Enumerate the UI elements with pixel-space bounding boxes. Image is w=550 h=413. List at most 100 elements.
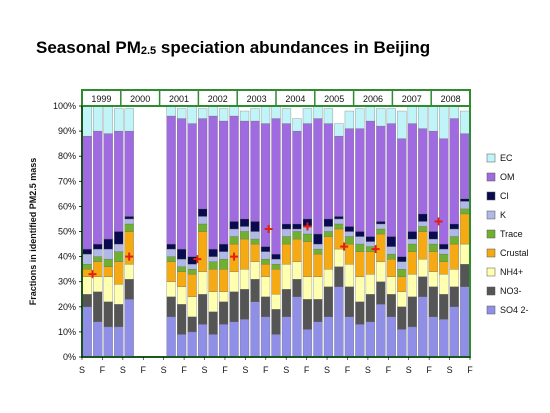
- bar-segment-so42: [177, 334, 187, 358]
- bar-segment-crustal: [439, 261, 449, 275]
- bar-segment-k: [344, 231, 355, 237]
- bar-segment-trace: [386, 253, 396, 260]
- bar-15: [239, 110, 250, 358]
- bar-27: [365, 105, 375, 358]
- bar-segment-trace: [208, 261, 218, 270]
- bar-segment-crustal: [250, 243, 260, 262]
- bar-segment-k: [124, 218, 134, 225]
- bar-segment-om: [313, 118, 323, 235]
- bar-segment-no3: [323, 286, 334, 317]
- bar-segment-so42: [313, 321, 323, 358]
- bar-segment-nh4: [197, 271, 208, 295]
- bar-segment-k: [218, 251, 229, 260]
- mean-marker: [340, 242, 349, 251]
- year-label: 2004: [285, 94, 305, 104]
- bar-segment-cl: [365, 236, 375, 242]
- bar-segment-cl: [197, 208, 208, 217]
- season-tick-label: S: [79, 365, 85, 375]
- bar-segment-ec: [428, 105, 438, 132]
- bar-segment-ec: [103, 105, 113, 134]
- bar-segment-cl: [82, 248, 92, 255]
- bar-21: [302, 108, 313, 358]
- bar-segment-nh4: [386, 276, 396, 295]
- legend-item: OM: [486, 172, 515, 182]
- bar-segment-om: [365, 120, 375, 237]
- bar-segment-om: [187, 123, 197, 257]
- season-tick-label: F: [222, 365, 228, 375]
- bar-segment-ec: [439, 105, 449, 139]
- bar-segment-k: [397, 261, 407, 270]
- bar-segment-nh4: [114, 284, 124, 305]
- y-tick-label: 60%: [58, 201, 76, 211]
- bar-segment-crustal: [313, 253, 323, 277]
- bar-26: [355, 108, 365, 358]
- y-tick-label: 20%: [58, 302, 76, 312]
- bar-segment-trace: [187, 268, 197, 275]
- bar-19: [281, 108, 292, 358]
- legend: EC OM Cl K Trace Crustal NH4+ NO3- SO4 2-: [486, 153, 529, 315]
- bar-segment-ec: [355, 108, 365, 129]
- title-main: Seasonal PM: [36, 38, 141, 57]
- bar-segment-nh4: [428, 271, 438, 287]
- year-label: 2007: [402, 94, 422, 104]
- bar-segment-no3: [177, 304, 187, 335]
- bar-segment-nh4: [344, 263, 355, 287]
- bar-segment-so42: [428, 316, 438, 358]
- bar-segment-so42: [344, 316, 355, 358]
- bar-segment-cl: [103, 238, 113, 250]
- bar-23: [323, 108, 334, 358]
- bar-14: [229, 105, 239, 358]
- legend-item: Crustal: [486, 248, 529, 258]
- bar-segment-nh4: [449, 268, 459, 287]
- bar-segment-so42: [449, 306, 459, 358]
- bar-segment-no3: [428, 286, 438, 317]
- bar-segment-k: [114, 243, 124, 252]
- bar-11: [197, 108, 208, 358]
- bar-segment-trace: [323, 231, 334, 237]
- bar-segment-ec: [302, 108, 313, 124]
- bar-segment-nh4: [260, 276, 271, 297]
- legend-item: EC: [486, 153, 513, 163]
- bar-segment-om: [177, 118, 187, 250]
- bar-segment-so42: [397, 329, 407, 358]
- bar-segment-nh4: [271, 294, 281, 310]
- bar-24: [334, 123, 344, 358]
- bar-segment-ec: [197, 108, 208, 119]
- bar-segment-no3: [449, 286, 459, 307]
- season-tick-label: F: [386, 365, 392, 375]
- bar-segment-crustal: [323, 236, 334, 270]
- bar-segment-k: [197, 216, 208, 225]
- bar-segment-so42: [355, 324, 365, 358]
- bar-segment-no3: [187, 316, 197, 333]
- mean-marker: [230, 252, 239, 261]
- bar-segment-om: [460, 133, 470, 200]
- bar-18: [271, 105, 281, 358]
- bar-segment-cl: [177, 248, 187, 260]
- plot-area: [82, 105, 470, 358]
- bar-segment-cl: [239, 218, 250, 227]
- y-tick-label: 50%: [58, 227, 76, 237]
- bar-segment-nh4: [365, 274, 375, 295]
- mean-marker: [264, 224, 273, 233]
- bar-segment-no3: [250, 279, 260, 302]
- bar-segment-om: [124, 130, 134, 217]
- bar-segment-no3: [418, 276, 428, 297]
- bar-segment-k: [93, 248, 103, 257]
- bar-segment-crustal: [114, 261, 124, 285]
- bar-segment-nh4: [239, 268, 250, 290]
- bar-segment-k: [82, 253, 92, 265]
- bar-35: [449, 105, 459, 358]
- bar-segment-no3: [397, 306, 407, 330]
- bar-segment-om: [449, 118, 459, 225]
- bar-32: [418, 105, 428, 358]
- bar-segment-trace: [218, 258, 229, 270]
- bar-segment-cl: [218, 243, 229, 252]
- bar-segment-so42: [166, 316, 176, 358]
- bar-31: [407, 105, 417, 358]
- bar-segment-cl: [323, 218, 334, 227]
- bar-segment-trace: [439, 253, 449, 262]
- bar-segment-k: [418, 221, 428, 227]
- bar-segment-so42: [114, 326, 124, 358]
- bar-segment-so42: [292, 296, 302, 358]
- bar-segment-trace: [103, 258, 113, 267]
